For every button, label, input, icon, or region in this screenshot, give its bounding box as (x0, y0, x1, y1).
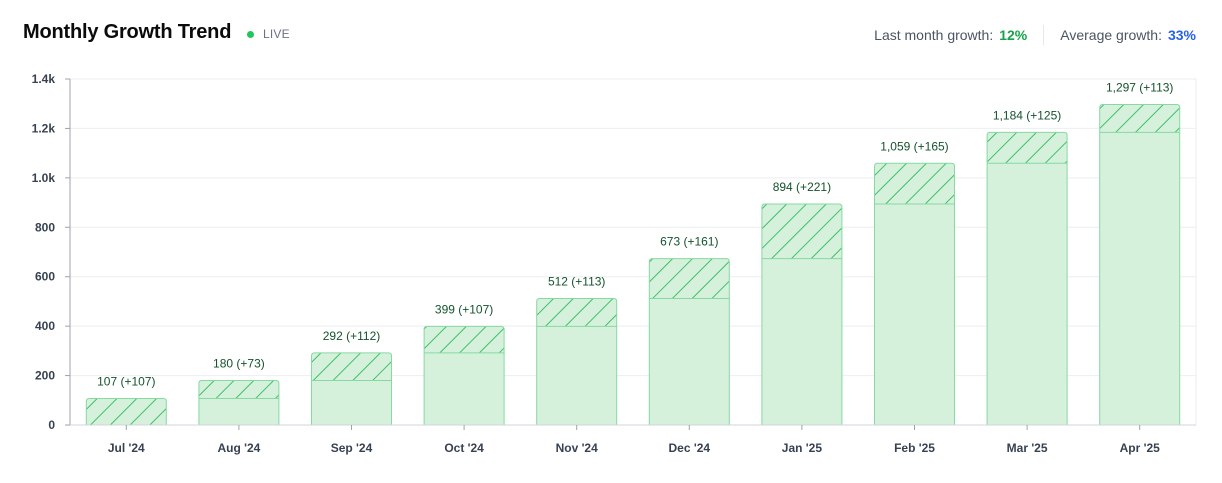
bar-growth-segment (649, 258, 730, 299)
bar-previous-total (649, 298, 730, 425)
x-tick-label: Dec '24 (669, 441, 711, 455)
x-tick-label: Oct '24 (444, 441, 484, 455)
bar-data-label: 292 (+112) (323, 329, 381, 343)
bar-group (311, 352, 392, 425)
bar-outline (874, 162, 955, 425)
y-tick-label: 200 (35, 369, 55, 383)
bar-previous-total (311, 380, 392, 425)
x-tick-label: Nov '24 (556, 441, 599, 455)
data-labels: 107 (+107) 180 (+73) 292 (+112) 399 (+107) 5… (97, 80, 1173, 388)
bar-outline (311, 352, 392, 425)
bar-group (85, 398, 167, 425)
bar-group (1099, 103, 1181, 425)
x-tick-label: Sep '24 (331, 441, 373, 455)
y-tick-label: 400 (35, 319, 55, 333)
bar-group (423, 325, 505, 425)
bar-previous-total (424, 352, 505, 425)
bar-growth-segment (86, 398, 167, 425)
last-month-growth-value: 12% (999, 27, 1028, 43)
bar-growth-segment (874, 163, 955, 205)
last-month-growth-stat: Last month growth: 12% (874, 27, 1027, 43)
average-growth-label: Average growth: (1060, 27, 1162, 43)
y-axis: 0 200 400 600 800 1.0k 1.2k 1.4k (32, 72, 71, 432)
bar-data-label: 894 (+221) (773, 180, 831, 194)
bar-group (874, 162, 955, 425)
bar-growth-segment (536, 298, 617, 327)
bar-previous-total (987, 163, 1068, 426)
y-tick-label: 600 (35, 270, 55, 284)
bar-outline (1099, 103, 1181, 425)
stats-divider (1043, 25, 1045, 45)
bar-outline (423, 325, 505, 425)
average-growth-value: 33% (1167, 27, 1196, 43)
average-growth-stat: Average growth: 33% (1060, 27, 1196, 43)
bar-previous-total (874, 204, 955, 425)
bar-outline (198, 380, 280, 425)
bar-data-label: 512 (+113) (548, 274, 606, 288)
x-tick-label: Feb '25 (894, 441, 935, 455)
y-tick-label: 800 (35, 220, 55, 234)
bar-growth-segment (424, 326, 505, 353)
y-tick-label: 1.2k (32, 121, 56, 135)
bars (85, 103, 1181, 426)
chart-header: Monthly Growth Trend LIVE Last month gro… (0, 0, 1222, 66)
x-tick-label: Aug '24 (217, 441, 260, 455)
bar-data-label: 1,184 (+125) (993, 108, 1061, 122)
bar-data-label: 399 (+107) (435, 302, 493, 316)
y-tick-label: 0 (48, 418, 55, 432)
bar-growth-segment (198, 380, 279, 399)
bar-data-label: 180 (+73) (213, 357, 265, 371)
bar-group (648, 258, 730, 425)
x-tick-label: Jul '24 (108, 441, 145, 455)
live-indicator: LIVE (247, 27, 290, 41)
chart-title: Monthly Growth Trend (23, 21, 232, 43)
bar-previous-total (761, 258, 842, 425)
bar-previous-total (1099, 132, 1180, 425)
bar-previous-total (198, 398, 279, 425)
bar-outline (761, 203, 843, 425)
bar-group (198, 380, 280, 425)
bar-previous-total (536, 326, 617, 425)
bar-growth-segment (1099, 104, 1180, 133)
x-tick-label: Apr '25 (1120, 441, 1161, 455)
bar-data-label: 1,059 (+165) (880, 139, 948, 153)
bar-group (761, 203, 843, 425)
bar-data-label: 1,297 (+113) (1106, 80, 1174, 94)
bar-outline (536, 297, 618, 425)
bar-growth-segment (311, 352, 392, 381)
growth-stats: Last month growth: 12% Average growth: 3… (874, 25, 1196, 45)
x-tick-label: Mar '25 (1007, 441, 1048, 455)
bar-outline (85, 398, 167, 425)
live-dot-icon (247, 30, 254, 38)
bar-data-label: 673 (+161) (660, 235, 718, 249)
bar-data-label: 107 (+107) (97, 375, 155, 389)
bar-outline (648, 258, 730, 425)
x-axis: Jul '24 Aug '24 Sep '24 Oct '24 Nov '24 Dec '… (70, 424, 1196, 455)
y-tick-label: 1.0k (32, 171, 56, 185)
bar-group (536, 297, 618, 425)
bar-group (986, 131, 1068, 426)
bar-growth-segment (761, 204, 842, 259)
last-month-growth-label: Last month growth: (874, 27, 994, 43)
bar-outline (986, 131, 1068, 425)
bar-growth-segment (987, 132, 1068, 164)
x-tick-label: Jan '25 (782, 441, 823, 455)
live-label: LIVE (263, 27, 290, 41)
y-tick-label: 1.4k (32, 72, 56, 86)
